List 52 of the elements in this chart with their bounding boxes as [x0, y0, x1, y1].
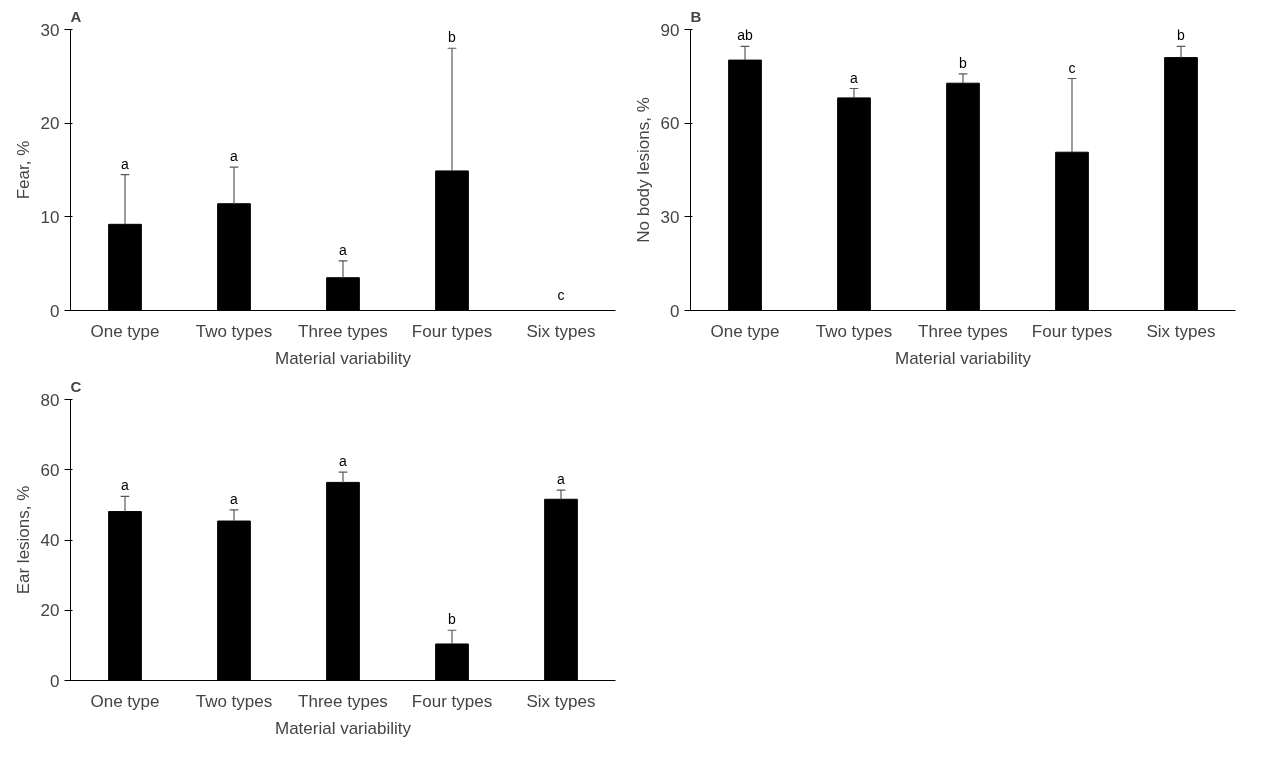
- annotation: ab: [737, 27, 753, 44]
- x-tick-label: One type: [710, 321, 780, 341]
- x-tick-label: One type: [90, 691, 160, 711]
- x-tick-label: Two types: [195, 691, 273, 711]
- y-axis-title: No body lesions, %: [633, 97, 653, 243]
- x-tick-label: Six types: [1146, 321, 1216, 341]
- chart-title: B: [690, 7, 702, 25]
- x-axis-title: Material variability: [274, 348, 412, 368]
- annotation: c: [557, 286, 565, 303]
- y-tick-label: 80: [40, 390, 60, 410]
- annotation: a: [230, 148, 239, 165]
- annotation: b: [448, 29, 457, 46]
- y-tick-label: 0: [50, 671, 60, 691]
- annotation: a: [230, 490, 239, 507]
- chart-title: C: [70, 377, 82, 395]
- x-tick-label: Two types: [195, 321, 273, 341]
- annotation: a: [339, 453, 348, 470]
- y-tick-label: 0: [670, 301, 680, 321]
- x-tick-label: Four types: [411, 321, 493, 341]
- y-tick-label: 30: [660, 207, 680, 227]
- annotation: b: [959, 54, 968, 71]
- annotation: c: [1068, 59, 1076, 76]
- x-axis-title: Material variability: [894, 348, 1032, 368]
- x-tick-label: Six types: [526, 321, 596, 341]
- x-tick-label: Four types: [1031, 321, 1113, 341]
- x-tick-label: Three types: [918, 321, 1008, 341]
- x-tick-label: Two types: [815, 321, 893, 341]
- annotation: a: [121, 155, 130, 172]
- y-tick-label: 90: [660, 20, 680, 40]
- y-tick-label: 60: [660, 114, 680, 134]
- annotation: a: [339, 241, 348, 258]
- annotation: a: [557, 471, 566, 488]
- y-tick-label: 40: [40, 531, 60, 550]
- x-tick-label: One type: [90, 321, 160, 341]
- y-tick-label: 0: [50, 301, 60, 321]
- y-tick-label: 60: [40, 460, 60, 480]
- x-tick-label: Six types: [526, 691, 596, 711]
- x-tick-label: Four types: [411, 691, 493, 711]
- y-axis-title: Ear lesions, %: [13, 485, 33, 595]
- annotation: b: [1177, 27, 1186, 44]
- y-tick-label: 20: [40, 601, 60, 621]
- x-axis-title: Material variability: [274, 718, 412, 738]
- y-tick-label: 20: [40, 114, 60, 134]
- annotation: a: [121, 477, 130, 494]
- y-tick-label: 10: [40, 207, 60, 227]
- y-tick-label: 30: [40, 20, 60, 40]
- x-tick-label: Three types: [298, 321, 388, 341]
- x-tick-label: Three types: [298, 691, 388, 711]
- chart-title: A: [70, 7, 82, 25]
- annotation: a: [850, 69, 859, 86]
- annotation: b: [448, 611, 457, 628]
- y-axis-title: Fear, %: [13, 140, 33, 200]
